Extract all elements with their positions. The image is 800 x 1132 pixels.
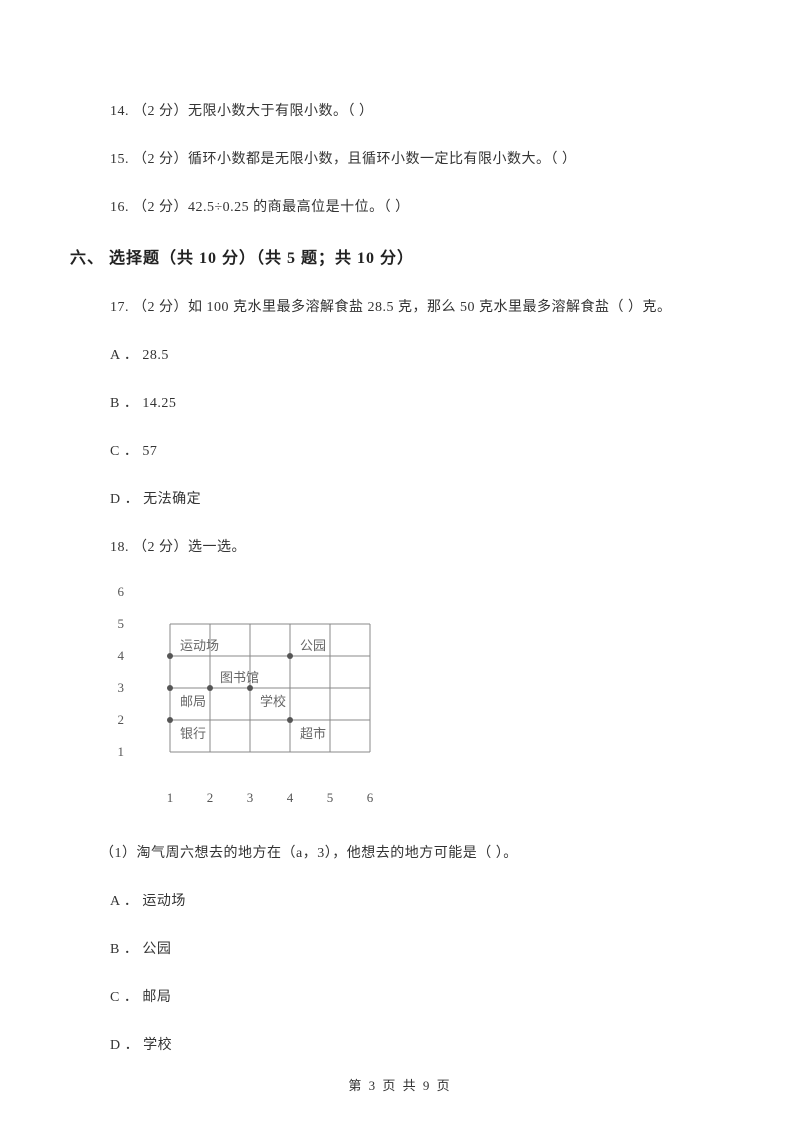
q17-option-c: C ． 57 <box>70 440 730 460</box>
svg-text:学校: 学校 <box>260 694 286 709</box>
q17-option-b: B ． 14.25 <box>70 392 730 412</box>
question-14: 14. （2 分）无限小数大于有限小数。（ ） <box>70 100 730 120</box>
coordinate-grid: 1 2 3 4 5 6 1 2 3 4 5 6 运动场 公园图书馆邮局 学校银行 超市 <box>100 584 730 814</box>
question-18-stem: 18. （2 分）选一选。 <box>70 536 730 556</box>
svg-text:5: 5 <box>327 790 334 805</box>
svg-text:图书馆: 图书馆 <box>220 670 259 685</box>
svg-text:6: 6 <box>367 790 374 805</box>
svg-text:1: 1 <box>167 790 174 805</box>
question-15: 15. （2 分）循环小数都是无限小数，且循环小数一定比有限小数大。（ ） <box>70 148 730 168</box>
svg-text:2: 2 <box>118 712 125 727</box>
question-16: 16. （2 分）42.5÷0.25 的商最高位是十位。（ ） <box>70 196 730 216</box>
page-footer: 第 3 页 共 9 页 <box>0 1075 800 1094</box>
svg-text:运动场: 运动场 <box>180 638 219 653</box>
svg-text:公园: 公园 <box>300 638 326 653</box>
q18-option-a: A ． 运动场 <box>70 890 730 910</box>
q18-option-d: D ． 学校 <box>70 1034 730 1054</box>
svg-text:1: 1 <box>118 744 125 759</box>
page-content: 14. （2 分）无限小数大于有限小数。（ ） 15. （2 分）循环小数都是无… <box>0 0 800 1132</box>
q17-option-d: D ． 无法确定 <box>70 488 730 508</box>
question-17-stem: 17. （2 分）如 100 克水里最多溶解食盐 28.5 克，那么 50 克水… <box>70 296 730 316</box>
section-6-title: 六、 选择题（共 10 分）（共 5 题；共 10 分） <box>70 244 730 268</box>
q18-sub1: （1）淘气周六想去的地方在（a，3），他想去的地方可能是（ ）。 <box>70 842 730 862</box>
svg-text:3: 3 <box>118 680 125 695</box>
svg-text:银行: 银行 <box>180 726 206 741</box>
q18-option-b: B ． 公园 <box>70 938 730 958</box>
svg-text:6: 6 <box>118 584 125 599</box>
svg-text:4: 4 <box>118 648 125 663</box>
svg-text:3: 3 <box>247 790 254 805</box>
svg-text:2: 2 <box>207 790 214 805</box>
svg-text:4: 4 <box>287 790 294 805</box>
grid-svg: 1 2 3 4 5 6 1 2 3 4 5 6 运动场 公园图书馆邮局 学校银行 超市 <box>100 584 400 814</box>
q17-option-a: A ． 28.5 <box>70 344 730 364</box>
svg-text:超市: 超市 <box>300 726 326 741</box>
svg-text:5: 5 <box>118 616 125 631</box>
svg-text:邮局: 邮局 <box>180 694 206 709</box>
q18-option-c: C ． 邮局 <box>70 986 730 1006</box>
